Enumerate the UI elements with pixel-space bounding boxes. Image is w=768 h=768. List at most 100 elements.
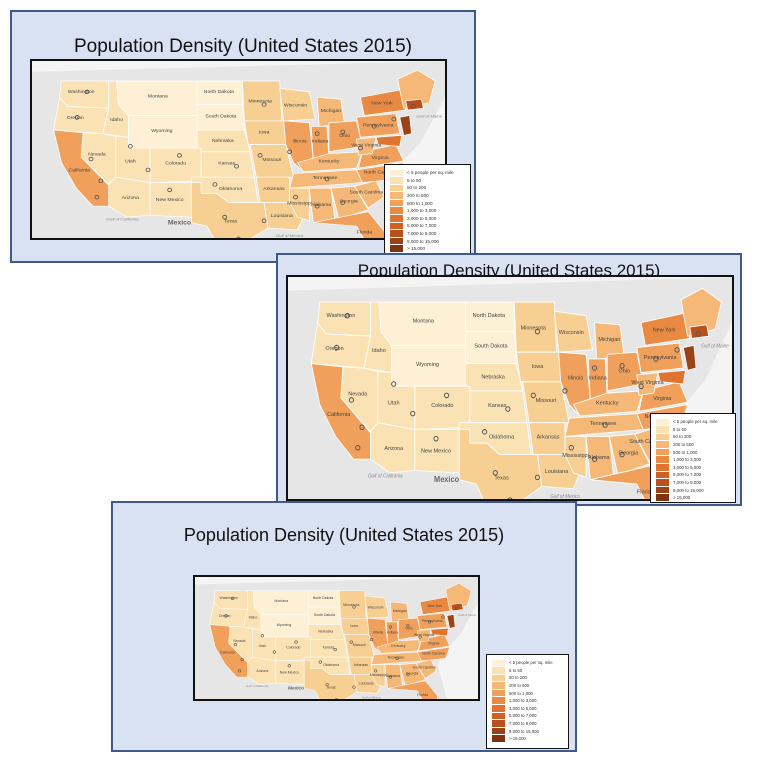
state-region[interactable] [640, 312, 691, 346]
city-marker-icon [231, 596, 235, 600]
legend-swatch [492, 659, 505, 667]
state-region[interactable] [564, 435, 587, 479]
state-region[interactable] [313, 211, 387, 238]
city-marker-icon [507, 497, 513, 499]
map-frame[interactable]: Washington Oregon California Nevada Idaho Mon… [193, 575, 480, 701]
state-label: Illinois [373, 630, 383, 634]
city-marker-icon [177, 153, 182, 158]
state-label: Utah [388, 400, 400, 406]
state-label: Michigan [598, 337, 620, 343]
state-region[interactable] [279, 87, 316, 122]
state-label: Oklahoma [219, 186, 243, 192]
state-region[interactable] [445, 582, 472, 610]
state-label: Oklahoma [323, 663, 339, 667]
state-region[interactable] [553, 310, 593, 353]
city-marker-icon [388, 625, 393, 629]
city-marker-icon [314, 204, 320, 209]
state-region[interactable] [399, 115, 412, 136]
state-region[interactable] [572, 390, 644, 417]
choropleth-map[interactable]: Washington Oregon California Nevada Idaho Mon… [195, 577, 478, 699]
city-marker-icon [534, 474, 541, 481]
state-region[interactable] [416, 646, 451, 662]
map-frame[interactable]: Washington Oregon California Nevada Idaho Mon… [30, 59, 447, 240]
legend-item: 1,000 to 3,000 [492, 697, 563, 705]
state-label: Nevada [88, 152, 106, 158]
state-label: Nebraska [318, 630, 333, 634]
legend-label: 9,000 to 15,000 [407, 238, 439, 244]
legend-swatch [492, 720, 505, 727]
state-region[interactable] [608, 433, 651, 476]
state-region[interactable] [419, 596, 452, 615]
choropleth-map[interactable]: Washington Oregon California Nevada Idaho Mon… [32, 61, 445, 238]
legend-swatch [656, 471, 669, 479]
legend-label: 1,000 to 3,000 [673, 457, 702, 463]
state-region[interactable] [558, 351, 591, 415]
state-region[interactable] [636, 342, 684, 374]
state-label: South Carolina [349, 190, 383, 196]
state-region[interactable] [356, 113, 401, 138]
state-region[interactable] [317, 301, 371, 337]
state-label: California [327, 412, 351, 418]
state-label: Missouri [262, 157, 281, 163]
water-label: Gulf of California [368, 473, 403, 479]
state-region[interactable] [417, 629, 432, 643]
state-label: Pennsylvania [644, 355, 677, 361]
state-region[interactable] [682, 344, 697, 371]
state-region[interactable] [417, 613, 448, 630]
state-label: Minnesota [343, 603, 359, 607]
state-region[interactable] [371, 664, 386, 688]
state-region[interactable] [657, 369, 686, 385]
state-region[interactable] [213, 590, 248, 610]
city-marker-icon [333, 648, 337, 652]
state-region[interactable] [296, 151, 363, 173]
city-marker-icon [340, 129, 346, 135]
legend-item: 5,000 to 7,000 [390, 222, 465, 230]
legend-label: > 15,000 [407, 246, 426, 252]
city-marker-icon [530, 392, 536, 399]
state-label: Illinois [568, 375, 583, 381]
legend-label: 7,000 to 9,000 [407, 231, 437, 237]
state-label: Kansas [488, 403, 506, 409]
state-label: Florida [357, 230, 373, 236]
state-label: Mississippi [562, 453, 589, 459]
state-region[interactable] [330, 185, 369, 220]
legend-item: 200 to 500 [656, 441, 730, 449]
city-marker-icon [505, 406, 511, 412]
city-marker-icon [272, 650, 277, 654]
legend-item: 50 to 200 [390, 184, 465, 192]
state-label: Idaho [110, 117, 123, 123]
state-region[interactable] [375, 135, 403, 147]
state-label: Florida [417, 693, 428, 697]
map-frame[interactable]: Washington Oregon California Nevada Idaho Mon… [286, 275, 734, 501]
state-region[interactable] [430, 628, 449, 637]
state-region[interactable] [590, 465, 670, 499]
state-region[interactable] [356, 136, 377, 156]
state-label: Missouri [353, 643, 366, 647]
legend-swatch [492, 727, 505, 735]
state-region[interactable] [283, 120, 314, 171]
slide-top: Population Density (United States 2015) … [10, 10, 476, 263]
state-region[interactable] [397, 69, 436, 109]
city-marker-icon [324, 176, 330, 182]
state-region[interactable] [446, 614, 456, 629]
state-region[interactable] [359, 89, 407, 116]
state-region[interactable] [289, 187, 310, 222]
state-label: Texas [224, 219, 238, 225]
legend-item: 5 to 50 [492, 667, 563, 675]
water-label: Gulf of California [106, 217, 139, 222]
city-marker-icon [233, 643, 238, 647]
state-region[interactable] [399, 663, 426, 687]
city-marker-icon [237, 669, 242, 673]
state-region[interactable] [367, 618, 388, 653]
legend-item: > 15,000 [390, 245, 465, 253]
state-region[interactable] [364, 595, 390, 619]
state-region[interactable] [415, 659, 437, 679]
state-region[interactable] [387, 680, 438, 699]
state-region[interactable] [680, 287, 722, 337]
legend-label: 7,000 to 9,000 [509, 721, 537, 727]
state-region[interactable] [376, 639, 422, 654]
state-label: West Virginia [414, 633, 435, 637]
legend-swatch [656, 456, 669, 464]
state-region[interactable] [636, 372, 659, 396]
city-marker-icon [411, 104, 416, 109]
